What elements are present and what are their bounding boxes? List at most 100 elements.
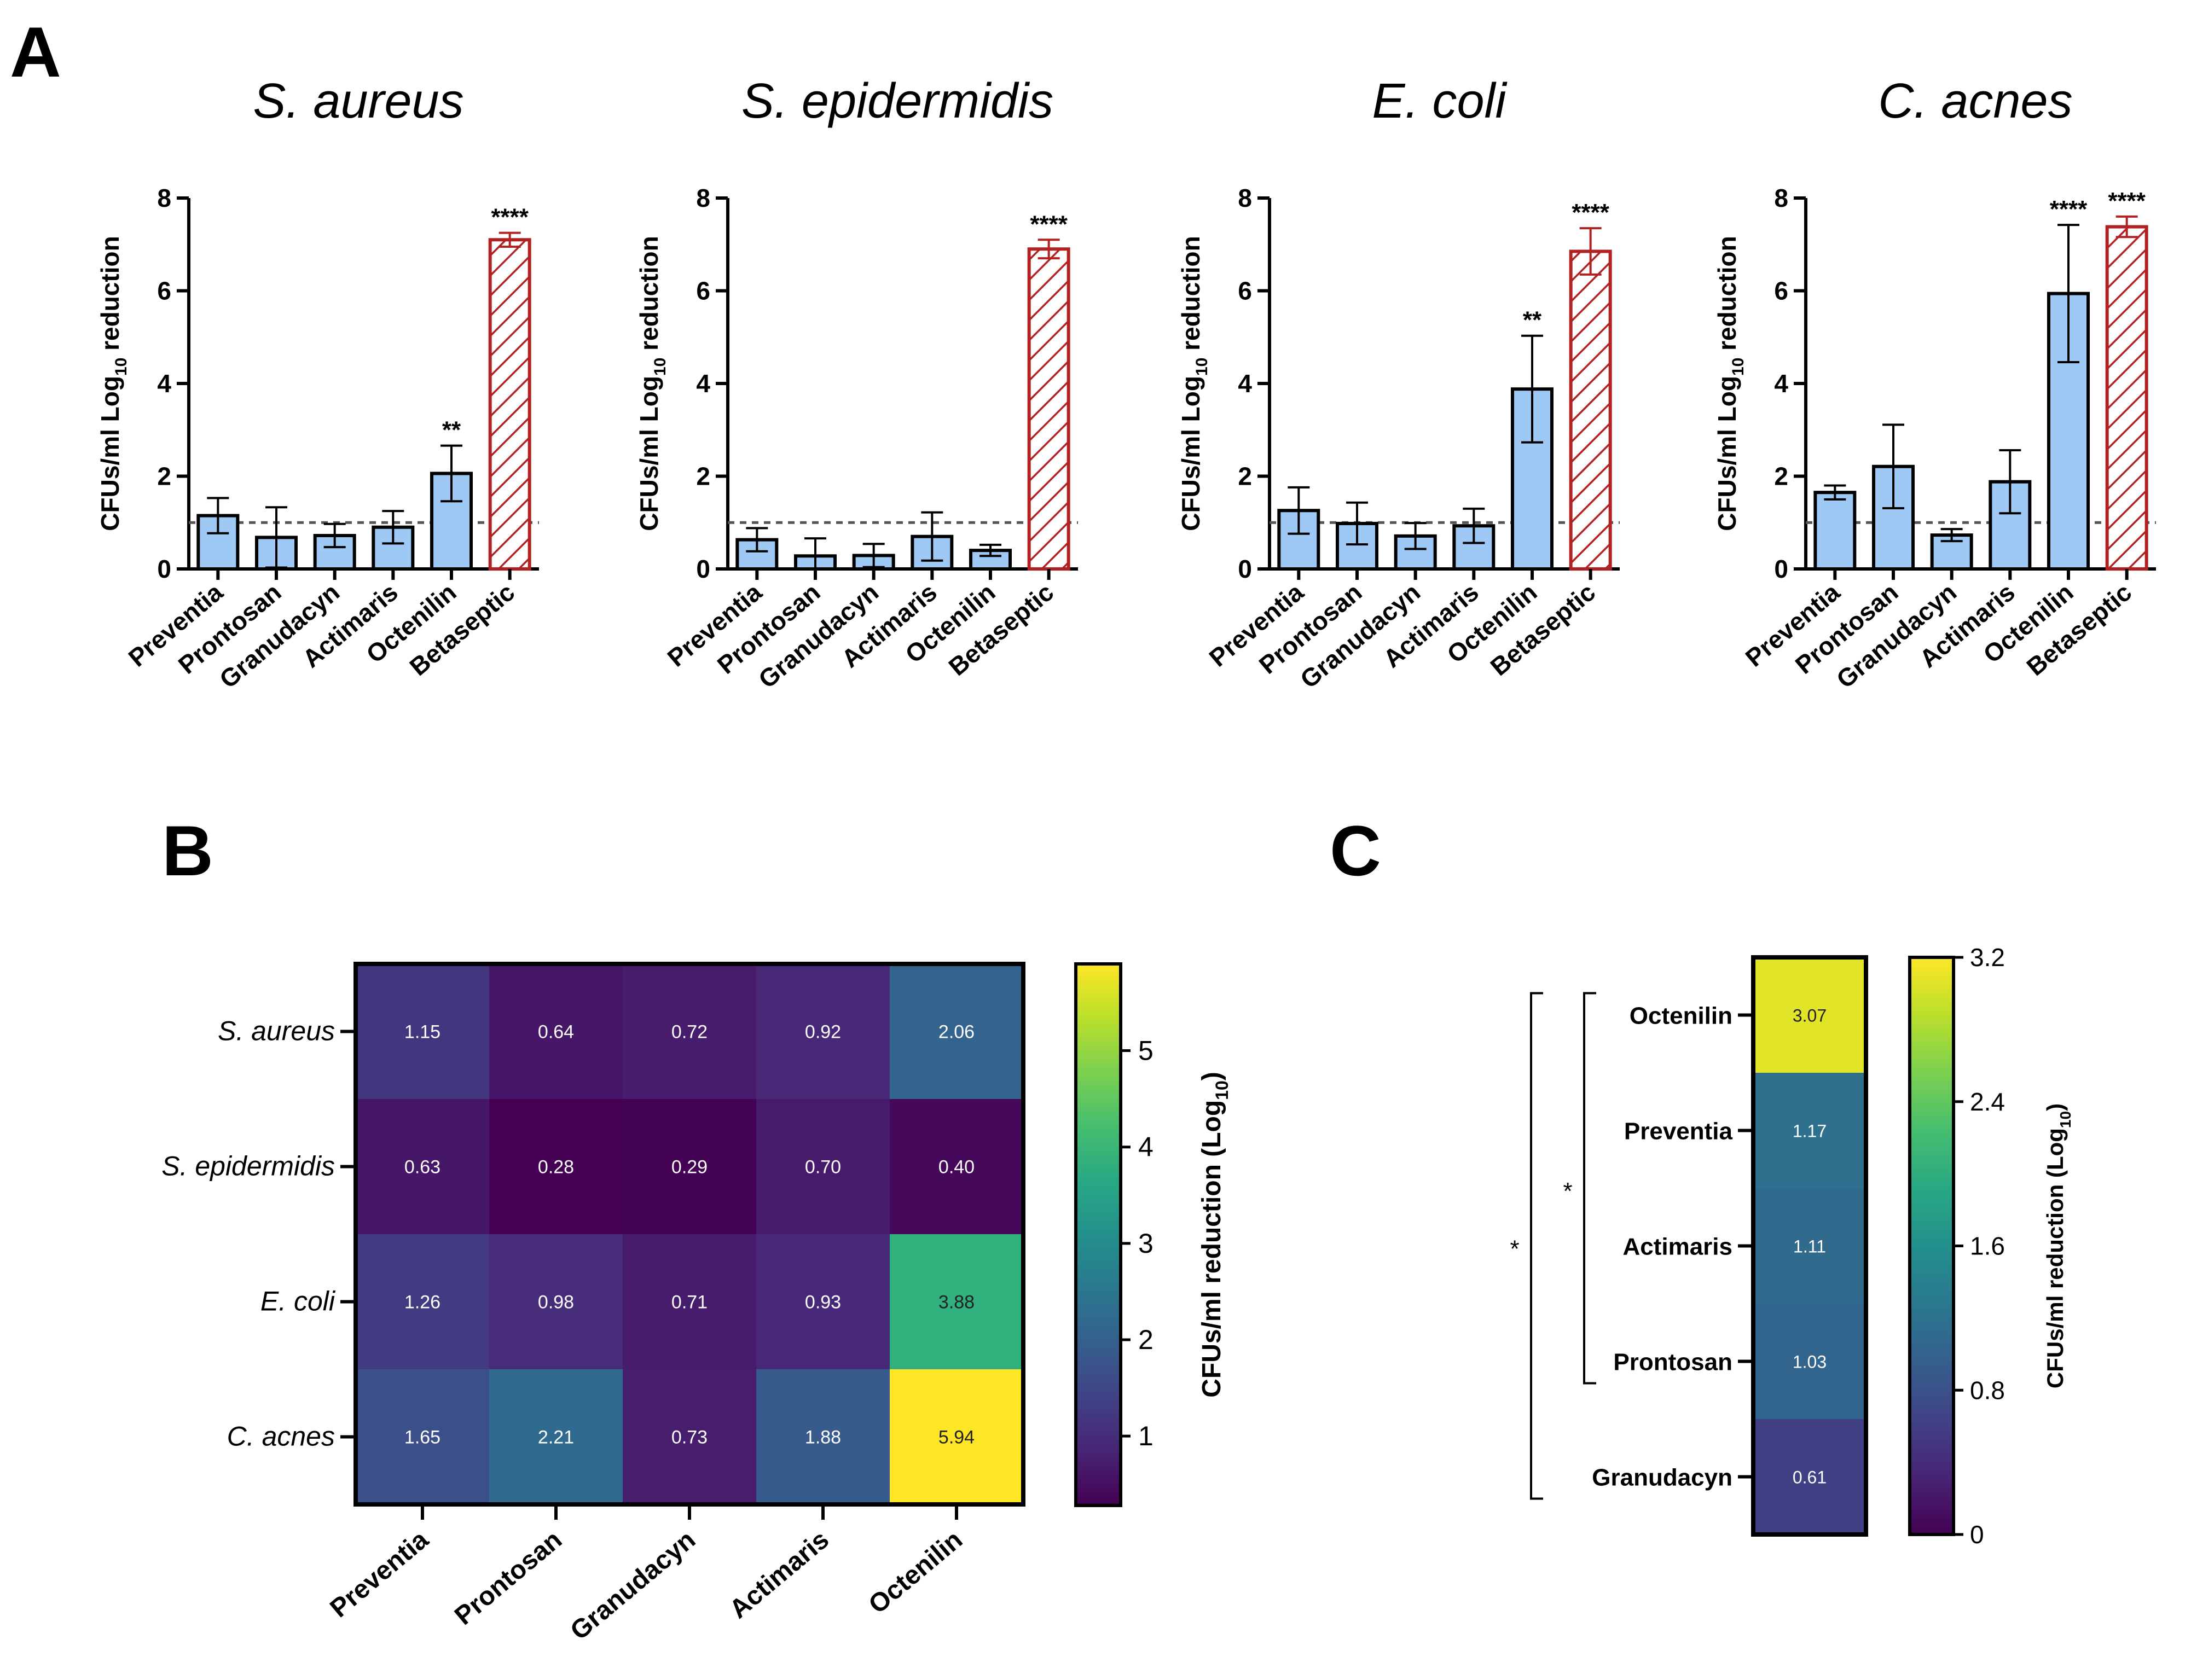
y-tick-label: 2 (696, 462, 710, 491)
y-axis-label-main: CFUs/ml Log (1176, 376, 1205, 531)
heatmap-cell (1753, 957, 1866, 1073)
cell-value-label: 0.72 (671, 1022, 708, 1043)
row-label: S. aureus (218, 1016, 335, 1047)
significance-label: ** (442, 417, 461, 444)
chart-title: S. epidermidis (741, 74, 1053, 129)
y-tick-label: 0 (1238, 555, 1252, 583)
y-axis-label-suffix: reduction (1713, 236, 1741, 357)
heatmap-cell (623, 1369, 756, 1504)
panel-label-b: B (162, 811, 213, 891)
bar-betaseptic (1569, 249, 1612, 571)
y-tick-label: 0 (157, 555, 171, 583)
bar-chart-2: S. epidermidis CFUs/ml Log10 reduction 0 2 4… (635, 74, 1078, 694)
heatmap-cell (356, 1369, 489, 1504)
heatmap-cell (1753, 1073, 1866, 1188)
heatmap-cell (756, 1369, 890, 1504)
y-axis-label-suffix: reduction (1176, 236, 1205, 357)
y-tick-label: 6 (1238, 277, 1252, 305)
heatmap-cell (489, 964, 623, 1099)
colorbar-label-main: CFUs/ml reduction (Log (1197, 1100, 1226, 1398)
colorbar-label: CFUs/ml reduction (Log10) (2042, 1103, 2074, 1388)
heatmap-cell (756, 1099, 890, 1234)
heatmap-cell (890, 1369, 1023, 1504)
cell-value-label: 1.17 (1793, 1121, 1827, 1141)
cell-value-label: 0.29 (671, 1157, 708, 1178)
colorbar-label-subscript: 10 (2057, 1111, 2074, 1128)
heatmap-cell (756, 964, 890, 1099)
cell-value-label: 2.21 (538, 1427, 574, 1448)
significance-label: **** (491, 204, 529, 231)
y-axis-label-subscript: 10 (1729, 358, 1747, 376)
cell-value-label: 1.11 (1793, 1237, 1826, 1257)
significance-label: **** (2050, 196, 2088, 223)
heatmap-cell (756, 1234, 890, 1369)
significance-bracket (1530, 992, 1543, 1500)
colorbar-label-suffix: ) (1197, 1072, 1226, 1080)
column-label: Octenilin (863, 1525, 968, 1620)
cell-value-label: 3.88 (938, 1292, 975, 1313)
y-axis-label: CFUs/ml Log10 reduction (635, 236, 669, 531)
y-axis-label-suffix: reduction (635, 236, 663, 357)
y-tick-label: 2 (1774, 462, 1788, 491)
heatmap-cell (623, 1234, 756, 1369)
cell-value-label: 0.70 (805, 1157, 841, 1178)
cell-value-label: 0.64 (538, 1022, 574, 1043)
y-axis-label: CFUs/ml Log10 reduction (1713, 236, 1747, 531)
cell-value-label: 0.92 (805, 1022, 841, 1043)
colorbar-tick-label: 3 (1138, 1228, 1154, 1259)
significance-label: ** (1523, 307, 1542, 334)
y-tick-label: 4 (1238, 369, 1252, 398)
column-label: Actimaris (724, 1525, 834, 1624)
significance-label: **** (1572, 199, 1609, 226)
y-tick-label: 8 (1774, 184, 1788, 212)
y-axis-label: CFUs/ml Log10 reduction (96, 236, 130, 531)
colorbar (1908, 956, 1955, 1536)
colorbar-tick-label: 2.4 (1970, 1088, 2005, 1116)
bar-preventia (1813, 491, 1857, 571)
y-tick-label: 0 (1774, 555, 1788, 583)
colorbar (1074, 962, 1122, 1507)
row-label: Preventia (1624, 1118, 1733, 1145)
bracket-significance-label: * (1563, 1178, 1572, 1205)
row-label: Octenilin (1630, 1003, 1732, 1030)
cell-value-label: 0.73 (671, 1427, 708, 1448)
y-axis-label-main: CFUs/ml Log (96, 376, 124, 531)
cell-value-label: 0.93 (805, 1292, 841, 1313)
row-label: E. coli (260, 1286, 336, 1317)
y-axis-label-suffix: reduction (96, 236, 124, 357)
y-tick-label: 8 (1238, 184, 1252, 212)
column-label: Granudacyn (565, 1525, 701, 1646)
colorbar-label-main: CFUs/ml reduction (Log (2042, 1128, 2068, 1388)
row-label: Actimaris (1622, 1234, 1732, 1260)
significance-label: **** (2108, 188, 2146, 214)
heatmap-cell (489, 1234, 623, 1369)
y-tick-label: 6 (1774, 277, 1788, 305)
cell-value-label: 0.40 (938, 1157, 975, 1178)
heatmap-cell (356, 1234, 489, 1369)
bar-betaseptic (1027, 247, 1070, 571)
chart-title: E. coli (1372, 74, 1508, 129)
column-label: Prontosan (449, 1525, 567, 1631)
significance-bracket (1583, 992, 1596, 1385)
cell-value-label: 0.71 (671, 1292, 708, 1313)
row-label: Prontosan (1613, 1349, 1732, 1376)
heatmap-cell (623, 964, 756, 1099)
heatmap-cell (890, 1234, 1023, 1369)
cell-value-label: 0.28 (538, 1157, 574, 1178)
y-tick-label: 8 (696, 184, 710, 212)
y-tick-label: 0 (696, 555, 710, 583)
y-axis-label-main: CFUs/ml Log (635, 376, 663, 531)
y-axis-label-main: CFUs/ml Log (1713, 376, 1741, 531)
cell-value-label: 1.03 (1793, 1352, 1827, 1372)
cell-value-label: 0.63 (404, 1157, 440, 1178)
colorbar-tick-label: 4 (1138, 1132, 1154, 1162)
cell-value-label: 1.26 (404, 1292, 440, 1313)
colorbar-tick-label: 0 (1970, 1520, 1984, 1549)
chart-title: C. acnes (1878, 74, 2072, 129)
colorbar-tick-label: 3.2 (1970, 943, 2005, 972)
